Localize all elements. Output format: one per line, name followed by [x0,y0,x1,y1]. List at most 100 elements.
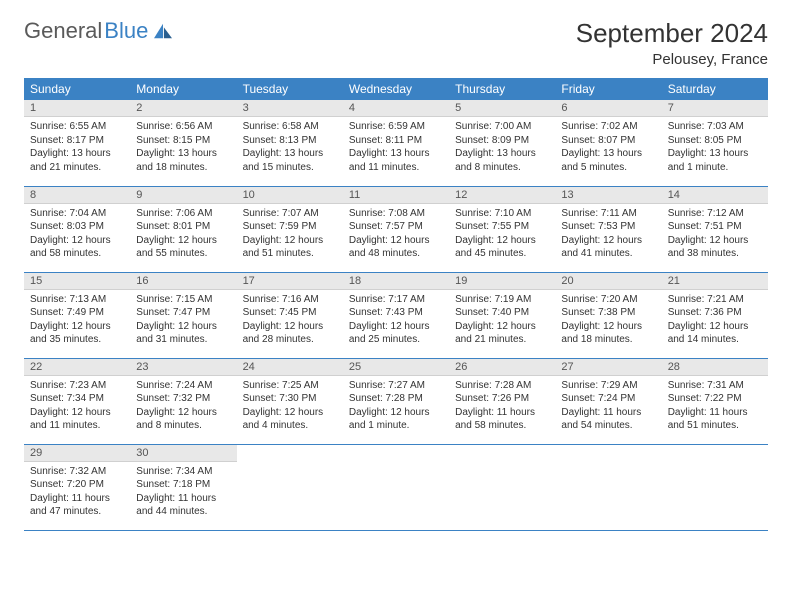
day-number: 3 [237,100,343,117]
day-number: 25 [343,359,449,376]
day-body: Sunrise: 7:10 AMSunset: 7:55 PMDaylight:… [449,204,555,264]
day-number: 7 [662,100,768,117]
day-body: Sunrise: 6:56 AMSunset: 8:15 PMDaylight:… [130,117,236,177]
sunset-line: Sunset: 7:45 PM [243,306,337,320]
day-body: Sunrise: 7:13 AMSunset: 7:49 PMDaylight:… [24,290,130,350]
day-number: 5 [449,100,555,117]
day-number: 27 [555,359,661,376]
day-number: 29 [24,445,130,462]
sunset-line: Sunset: 7:34 PM [30,392,124,406]
sunrise-line: Sunrise: 7:04 AM [30,207,124,221]
sunrise-line: Sunrise: 7:08 AM [349,207,443,221]
daylight-line: Daylight: 12 hours and 4 minutes. [243,406,337,433]
day-number: 2 [130,100,236,117]
calendar-cell: 2Sunrise: 6:56 AMSunset: 8:15 PMDaylight… [130,100,236,186]
day-body: Sunrise: 7:19 AMSunset: 7:40 PMDaylight:… [449,290,555,350]
sunset-line: Sunset: 7:26 PM [455,392,549,406]
day-body: Sunrise: 7:28 AMSunset: 7:26 PMDaylight:… [449,376,555,436]
daylight-line: Daylight: 13 hours and 8 minutes. [455,147,549,174]
day-body: Sunrise: 6:58 AMSunset: 8:13 PMDaylight:… [237,117,343,177]
sunrise-line: Sunrise: 6:59 AM [349,120,443,134]
day-number: 19 [449,273,555,290]
sunset-line: Sunset: 7:55 PM [455,220,549,234]
calendar-cell: 17Sunrise: 7:16 AMSunset: 7:45 PMDayligh… [237,272,343,358]
sunrise-line: Sunrise: 7:25 AM [243,379,337,393]
daylight-line: Daylight: 12 hours and 11 minutes. [30,406,124,433]
calendar-cell: 3Sunrise: 6:58 AMSunset: 8:13 PMDaylight… [237,100,343,186]
calendar-table: SundayMondayTuesdayWednesdayThursdayFrid… [24,78,768,531]
day-body: Sunrise: 7:20 AMSunset: 7:38 PMDaylight:… [555,290,661,350]
sunset-line: Sunset: 8:03 PM [30,220,124,234]
daylight-line: Daylight: 13 hours and 5 minutes. [561,147,655,174]
daylight-line: Daylight: 13 hours and 21 minutes. [30,147,124,174]
sunrise-line: Sunrise: 7:07 AM [243,207,337,221]
sunset-line: Sunset: 7:18 PM [136,478,230,492]
day-number: 18 [343,273,449,290]
sunset-line: Sunset: 8:11 PM [349,134,443,148]
day-body: Sunrise: 7:16 AMSunset: 7:45 PMDaylight:… [237,290,343,350]
page-title: September 2024 [576,18,768,49]
day-number: 23 [130,359,236,376]
sunrise-line: Sunrise: 7:34 AM [136,465,230,479]
sunrise-line: Sunrise: 7:24 AM [136,379,230,393]
daylight-line: Daylight: 12 hours and 8 minutes. [136,406,230,433]
calendar-cell: 26Sunrise: 7:28 AMSunset: 7:26 PMDayligh… [449,358,555,444]
calendar-cell: 27Sunrise: 7:29 AMSunset: 7:24 PMDayligh… [555,358,661,444]
sunset-line: Sunset: 7:22 PM [668,392,762,406]
daylight-line: Daylight: 12 hours and 1 minute. [349,406,443,433]
day-number: 30 [130,445,236,462]
daylight-line: Daylight: 12 hours and 38 minutes. [668,234,762,261]
day-number: 24 [237,359,343,376]
day-number: 1 [24,100,130,117]
day-body: Sunrise: 7:17 AMSunset: 7:43 PMDaylight:… [343,290,449,350]
daylight-line: Daylight: 12 hours and 58 minutes. [30,234,124,261]
daylight-line: Daylight: 13 hours and 1 minute. [668,147,762,174]
sunrise-line: Sunrise: 7:03 AM [668,120,762,134]
day-body: Sunrise: 7:31 AMSunset: 7:22 PMDaylight:… [662,376,768,436]
calendar-cell: 19Sunrise: 7:19 AMSunset: 7:40 PMDayligh… [449,272,555,358]
sunset-line: Sunset: 7:47 PM [136,306,230,320]
day-number: 8 [24,187,130,204]
day-body: Sunrise: 7:02 AMSunset: 8:07 PMDaylight:… [555,117,661,177]
sunrise-line: Sunrise: 6:55 AM [30,120,124,134]
day-body: Sunrise: 7:12 AMSunset: 7:51 PMDaylight:… [662,204,768,264]
calendar-cell: 6Sunrise: 7:02 AMSunset: 8:07 PMDaylight… [555,100,661,186]
sunset-line: Sunset: 8:15 PM [136,134,230,148]
calendar-header: SundayMondayTuesdayWednesdayThursdayFrid… [24,78,768,100]
calendar-cell [662,444,768,530]
calendar-cell [449,444,555,530]
day-body: Sunrise: 7:29 AMSunset: 7:24 PMDaylight:… [555,376,661,436]
sunset-line: Sunset: 7:28 PM [349,392,443,406]
sunrise-line: Sunrise: 7:29 AM [561,379,655,393]
calendar-cell: 7Sunrise: 7:03 AMSunset: 8:05 PMDaylight… [662,100,768,186]
sunrise-line: Sunrise: 7:00 AM [455,120,549,134]
day-body: Sunrise: 7:25 AMSunset: 7:30 PMDaylight:… [237,376,343,436]
sunrise-line: Sunrise: 7:31 AM [668,379,762,393]
calendar-cell: 13Sunrise: 7:11 AMSunset: 7:53 PMDayligh… [555,186,661,272]
day-body: Sunrise: 6:55 AMSunset: 8:17 PMDaylight:… [24,117,130,177]
daylight-line: Daylight: 11 hours and 47 minutes. [30,492,124,519]
sunrise-line: Sunrise: 7:32 AM [30,465,124,479]
day-number: 20 [555,273,661,290]
sunset-line: Sunset: 7:51 PM [668,220,762,234]
location-label: Pelousey, France [576,51,768,68]
day-number: 17 [237,273,343,290]
logo-text-general: General [24,18,102,44]
sunrise-line: Sunrise: 7:10 AM [455,207,549,221]
sunset-line: Sunset: 7:32 PM [136,392,230,406]
calendar-body: 1Sunrise: 6:55 AMSunset: 8:17 PMDaylight… [24,100,768,530]
day-number: 26 [449,359,555,376]
daylight-line: Daylight: 11 hours and 58 minutes. [455,406,549,433]
calendar-cell: 22Sunrise: 7:23 AMSunset: 7:34 PMDayligh… [24,358,130,444]
day-number: 13 [555,187,661,204]
day-body: Sunrise: 7:32 AMSunset: 7:20 PMDaylight:… [24,462,130,522]
sunrise-line: Sunrise: 7:13 AM [30,293,124,307]
weekday-header: Thursday [449,78,555,100]
daylight-line: Daylight: 12 hours and 14 minutes. [668,320,762,347]
day-body: Sunrise: 6:59 AMSunset: 8:11 PMDaylight:… [343,117,449,177]
daylight-line: Daylight: 13 hours and 18 minutes. [136,147,230,174]
sunset-line: Sunset: 8:13 PM [243,134,337,148]
sunrise-line: Sunrise: 7:16 AM [243,293,337,307]
daylight-line: Daylight: 12 hours and 21 minutes. [455,320,549,347]
day-number: 22 [24,359,130,376]
